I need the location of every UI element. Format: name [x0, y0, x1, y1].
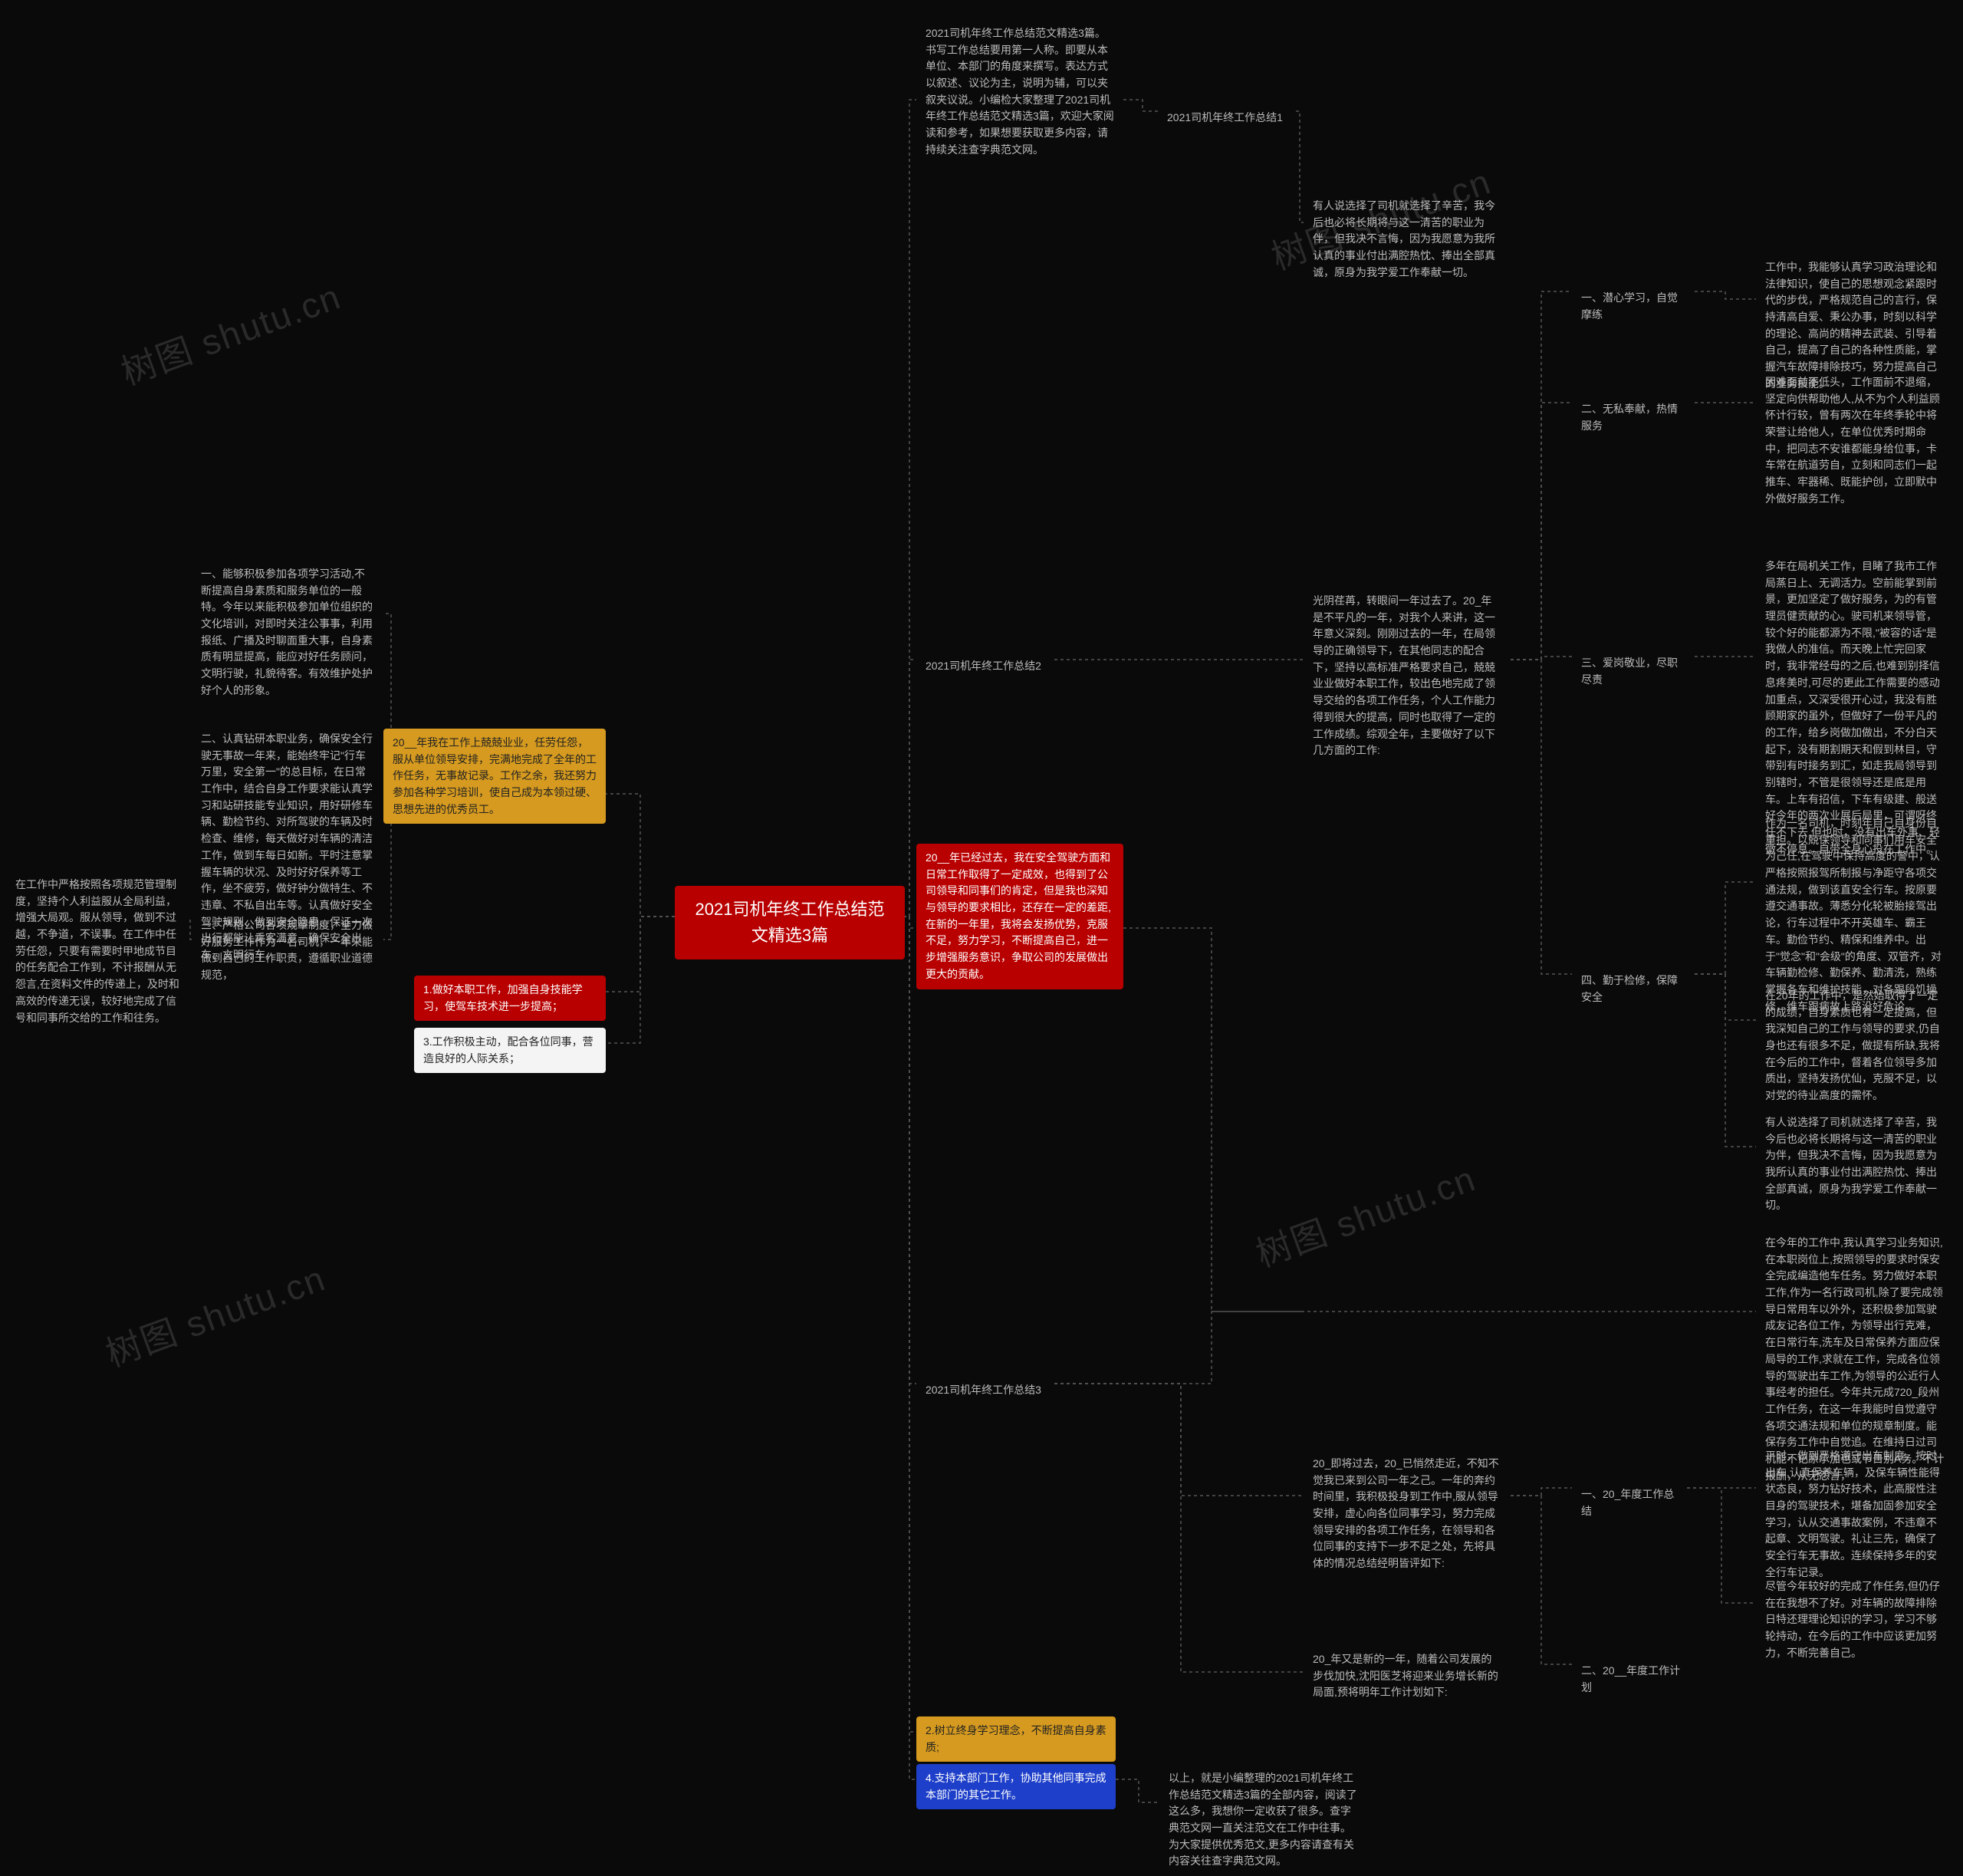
zj2-3-label: 三、爱岗敬业，尽职尽责: [1572, 649, 1695, 694]
watermark: 树图 shutu.cn: [98, 1251, 332, 1377]
zj3-1-text2: 尽管今年较好的完成了作任务,但仍仔在在我想不了好。对车辆的故障排除日特还理理论知…: [1756, 1572, 1955, 1667]
left-three: 三、严格公司各项规章制度，全力做好服务工作作为一名司机，一年来能做到自己的工作职…: [192, 911, 383, 990]
zj2-4-text2: 在20年的工作中，是然始取得了一定的成绩，自身素质也有一定提高，但我深知自己的工…: [1756, 982, 1955, 1111]
zj1-p1: 有人说选择了司机就选择了辛苦，我今后也必将长期将与这一清苦的职业为伴，但我决不言…: [1304, 192, 1511, 287]
left-far: 在工作中严格按照各项规范管理制度，坚持个人利益服从全局利益，增强大局观。服从领导…: [6, 871, 190, 1032]
closing-text: 以上，就是小编整理的2021司机年终工作总结范文精选3篇的全部内容，阅读了这么多…: [1159, 1764, 1366, 1876]
zj2-2-label: 二、无私奉献，热情服务: [1572, 395, 1695, 440]
zj2-1-label: 一、潜心学习，自觉摩练: [1572, 284, 1695, 329]
left-label-3: 3.工作积极主动，配合各位同事，营造良好的人际关系；: [414, 1028, 606, 1073]
label-zj1: 2021司机年终工作总结1: [1158, 104, 1296, 133]
zj2-4-text3: 有人说选择了司机就选择了辛苦，我今后也必将长期将与这一清苦的职业为伴，但我决不言…: [1756, 1108, 1955, 1220]
zj2-2-text: 困难面前不低头，工作面前不退缩，坚定向供帮助他人,从不为个人利益顾怀计行较，曾有…: [1756, 368, 1955, 514]
zj2-4-label: 四、勤于检修，保障安全: [1572, 966, 1695, 1012]
intro-text: 2021司机年终工作总结范文精选3篇。书写工作总结要用第一人称。即要从本单位、本…: [916, 19, 1123, 165]
right-label-4: 4.支持本部门工作，协助其他同事完成本部门的其它工作。: [916, 1764, 1116, 1809]
big-red-box: 20__年已经过去，我在安全驾驶方面和日常工作取得了一定成效，也得到了公司领导和…: [916, 844, 1123, 989]
left-one: 一、能够积极参加各项学习活动,不断提高自身素质和服务单位的一般特。今年以来能积极…: [192, 560, 383, 706]
label-zj3: 2021司机年终工作总结3: [916, 1376, 1054, 1405]
zj2-intro: 光阴荏苒，转眼间一年过去了。20_年是不平凡的一年，对我个人来讲，这一年意义深刻…: [1304, 587, 1511, 765]
left-label-1: 1.做好本职工作，加强自身技能学习，使驾车技术进一步提高；: [414, 976, 606, 1021]
label-zj2: 2021司机年终工作总结2: [916, 652, 1054, 681]
zj3-1-text: 平时，做到严格遵守出车制度，按时出车,认真保养车辆，及保车辆性能得状态良，努力钻…: [1756, 1442, 1955, 1588]
watermark: 树图 shutu.cn: [1248, 1151, 1482, 1278]
zj3-intro: 20_即将过去，20_已悄然走近，不知不觉我已来到公司一年之己。一年的奔约时间里…: [1304, 1450, 1511, 1578]
root-node: 2021司机年终工作总结范文精选3篇: [675, 886, 905, 959]
left-orange-summary: 20__年我在工作上兢兢业业，任劳任怨，服从单位领导安排，完满地完成了全年的工作…: [383, 729, 606, 824]
zj3-2-label: 二、20__年度工作计划: [1572, 1657, 1691, 1702]
zj3-plan: 20_年又是新的一年，随着公司发展的步伐加快,沈阳医芝将迎来业务增长新的局面,预…: [1304, 1645, 1511, 1707]
right-label-2: 2.树立终身学习理念，不断提高自身素质;: [916, 1716, 1116, 1762]
zj3-1-label: 一、20_年度工作总结: [1572, 1480, 1687, 1525]
watermark: 树图 shutu.cn: [113, 269, 347, 396]
